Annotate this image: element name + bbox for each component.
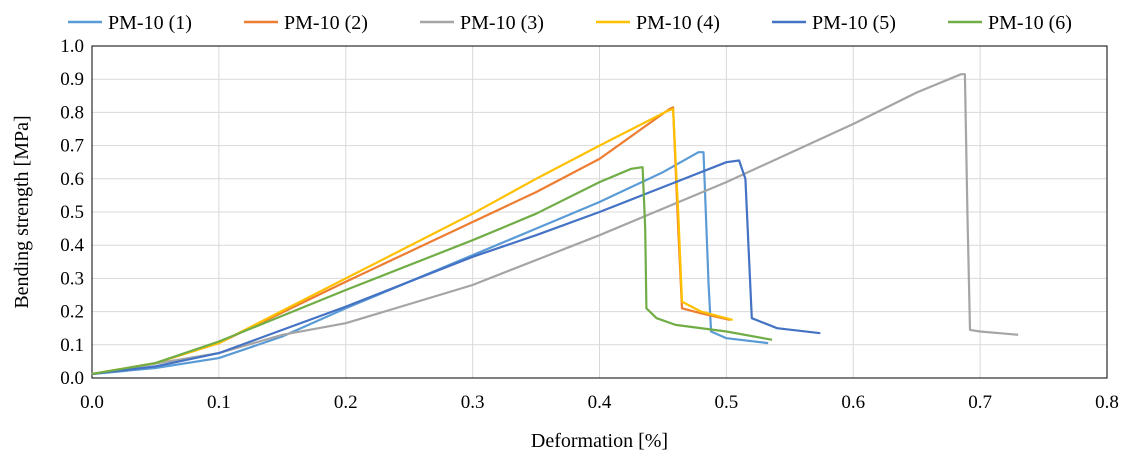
legend-label: PM-10 (5) bbox=[812, 12, 896, 34]
series-layer bbox=[91, 73, 1019, 376]
y-tick-label: 0.6 bbox=[60, 169, 84, 190]
x-tick-label: 0.1 bbox=[207, 392, 231, 413]
y-tick-label: 0.7 bbox=[60, 136, 84, 157]
y-axis-label: Bending strength [MPa] bbox=[11, 115, 33, 308]
legend-item-5: PM-10 (5) bbox=[772, 12, 896, 34]
legend-label: PM-10 (2) bbox=[284, 12, 368, 34]
y-tick-label: 1.0 bbox=[60, 36, 84, 57]
series-line-4 bbox=[91, 107, 733, 376]
legend-item-3: PM-10 (3) bbox=[420, 12, 544, 34]
legend-label: PM-10 (3) bbox=[460, 12, 544, 34]
series-line-6 bbox=[91, 166, 773, 376]
legend-label: PM-10 (6) bbox=[988, 12, 1072, 34]
x-tick-label: 0.5 bbox=[715, 392, 739, 413]
y-tick-label: 0.9 bbox=[60, 69, 84, 90]
legend-label: PM-10 (1) bbox=[108, 12, 192, 34]
y-axis-ticks: 0.0 0.1 0.2 0.3 0.4 0.5 0.6 0.7 0.8 0.9 1.0 bbox=[60, 36, 84, 389]
plot-area-frame bbox=[91, 45, 1108, 379]
legend-label: PM-10 (4) bbox=[636, 12, 720, 34]
y-tick-label: 0.1 bbox=[60, 335, 84, 356]
y-tick-label: 0.8 bbox=[60, 102, 84, 123]
x-tick-label: 0.8 bbox=[1095, 392, 1119, 413]
series-line-3 bbox=[91, 73, 1019, 376]
x-tick-label: 0.6 bbox=[841, 392, 865, 413]
x-tick-label: 0.2 bbox=[334, 392, 358, 413]
legend-item-1: PM-10 (1) bbox=[68, 12, 192, 34]
x-tick-label: 0.7 bbox=[968, 392, 992, 413]
y-tick-label: 0.5 bbox=[60, 202, 84, 223]
x-tick-label: 0.4 bbox=[588, 392, 612, 413]
x-tick-label: 0.0 bbox=[80, 392, 104, 413]
x-tick-label: 0.3 bbox=[461, 392, 485, 413]
y-tick-label: 0.3 bbox=[60, 268, 84, 289]
y-tick-label: 0.4 bbox=[60, 235, 84, 256]
x-axis-ticks: 0.0 0.1 0.2 0.3 0.4 0.5 0.6 0.7 0.8 bbox=[80, 392, 1119, 413]
legend: PM-10 (1) PM-10 (2) PM-10 (3) PM-10 (4) PM-1… bbox=[68, 12, 1072, 34]
x-axis-label: Deformation [%] bbox=[531, 430, 668, 452]
y-tick-label: 0.0 bbox=[60, 368, 84, 389]
legend-item-4: PM-10 (4) bbox=[596, 12, 720, 34]
y-tick-label: 0.2 bbox=[60, 302, 84, 323]
series-line-5 bbox=[91, 159, 821, 376]
legend-item-6: PM-10 (6) bbox=[948, 12, 1072, 34]
legend-item-2: PM-10 (2) bbox=[244, 12, 368, 34]
